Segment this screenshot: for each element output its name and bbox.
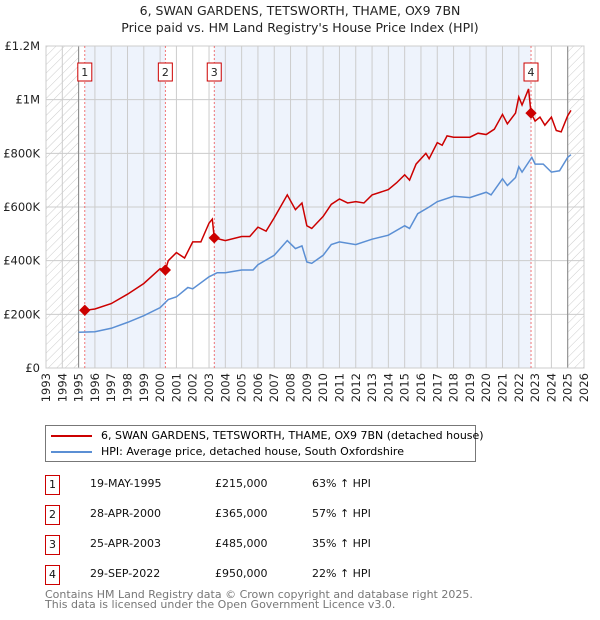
x-tick-label: 2024 xyxy=(544,373,558,402)
sale-label-box xyxy=(206,62,222,82)
sale-hpi-diff: 35% ↑ HPI xyxy=(312,537,371,550)
legend-label: HPI: Average price, detached house, Sout… xyxy=(101,445,404,458)
x-tick-label: 2002 xyxy=(186,373,200,402)
y-tick-label: £0 xyxy=(25,361,40,375)
x-tick-label: 2025 xyxy=(561,373,575,402)
sale-number: 2 xyxy=(45,505,60,525)
footer-line: This data is licensed under the Open Gov… xyxy=(45,598,396,611)
y-tick-label: £400K xyxy=(3,254,40,268)
x-tick-label: 2006 xyxy=(251,373,265,402)
y-tick-label: £600K xyxy=(3,200,40,214)
sale-hpi-diff: 63% ↑ HPI xyxy=(312,477,371,490)
x-tick-label: 2004 xyxy=(218,373,232,402)
sale-label: 3 xyxy=(211,66,218,79)
x-tick-label: 2003 xyxy=(202,373,216,402)
x-tick-label: 2022 xyxy=(512,373,526,402)
x-tick-label: 2019 xyxy=(463,373,477,402)
sale-price: £950,000 xyxy=(215,567,268,580)
sale-date: 29-SEP-2022 xyxy=(90,567,161,580)
footer-line: Contains HM Land Registry data © Crown c… xyxy=(45,588,473,601)
x-tick-label: 1994 xyxy=(55,373,69,402)
x-tick-label: 2001 xyxy=(169,373,183,402)
sale-point xyxy=(208,232,220,244)
sale-label: 1 xyxy=(81,66,88,79)
sale-date: 28-APR-2000 xyxy=(90,507,162,520)
line-chart: 1993 1994 1995 1996 1997 1998 1999 2000 2001 2002… xyxy=(3,39,591,402)
x-tick-label: 2013 xyxy=(365,373,379,402)
sale-date: 19-MAY-1995 xyxy=(90,477,162,490)
chart-subtitle: Price paid vs. HM Land Registry's House … xyxy=(121,20,479,35)
sale-label-box xyxy=(77,62,93,82)
x-tick-label: 1995 xyxy=(72,373,86,402)
sale-price: £365,000 xyxy=(215,507,268,520)
x-tick-label: 2016 xyxy=(414,373,428,402)
sale-label: 2 xyxy=(162,66,169,79)
x-tick-label: 2012 xyxy=(349,373,363,402)
x-tick-label: 2007 xyxy=(267,373,281,402)
sale-date: 25-APR-2003 xyxy=(90,537,162,550)
y-tick-label: £1.2M xyxy=(4,39,40,53)
plot-frame xyxy=(45,45,585,369)
x-tick-label: 1999 xyxy=(137,373,151,402)
sale-hpi-diff: 22% ↑ HPI xyxy=(312,567,371,580)
legend-label: 6, SWAN GARDENS, TETSWORTH, THAME, OX9 7… xyxy=(101,429,484,442)
y-tick-label: £800K xyxy=(3,146,40,160)
chart-legend: 6, SWAN GARDENS, TETSWORTH, THAME, OX9 7… xyxy=(45,425,484,462)
x-tick-label: 2021 xyxy=(495,373,509,402)
x-tick-label: 2020 xyxy=(479,373,493,402)
sale-price: £215,000 xyxy=(215,477,268,490)
sale-number: 1 xyxy=(45,475,60,495)
series-line xyxy=(78,154,572,334)
x-tick-label: 2000 xyxy=(153,373,167,402)
sale-price: £485,000 xyxy=(215,537,268,550)
sale-label-box xyxy=(523,62,539,82)
x-tick-label: 2009 xyxy=(300,373,314,402)
sale-point xyxy=(159,264,171,276)
chart-title: 6, SWAN GARDENS, TETSWORTH, THAME, OX9 7… xyxy=(139,3,461,18)
x-tick-label: 2017 xyxy=(430,373,444,402)
x-tick-label: 2026 xyxy=(577,373,591,402)
x-tick-label: 2011 xyxy=(332,373,346,402)
sale-number: 3 xyxy=(45,535,60,555)
x-tick-label: 1993 xyxy=(39,373,53,402)
footer: Contains HM Land Registry data © Crown c… xyxy=(45,588,473,611)
x-tick-label: 2023 xyxy=(528,373,542,402)
y-tick-label: £200K xyxy=(3,307,40,321)
x-tick-label: 2005 xyxy=(235,373,249,402)
x-tick-label: 1997 xyxy=(104,373,118,402)
x-tick-label: 2015 xyxy=(398,373,412,402)
x-tick-label: 1996 xyxy=(88,373,102,402)
x-tick-label: 2008 xyxy=(284,373,298,402)
x-tick-label: 2010 xyxy=(316,373,330,402)
sale-number: 4 xyxy=(45,565,60,585)
sale-label: 4 xyxy=(528,66,535,79)
series-line xyxy=(85,88,572,312)
sale-hpi-diff: 57% ↑ HPI xyxy=(312,507,371,520)
y-tick-label: £1M xyxy=(15,93,40,107)
sale-label-box xyxy=(157,62,173,82)
x-tick-label: 2014 xyxy=(381,373,395,402)
x-tick-label: 2018 xyxy=(447,373,461,402)
x-tick-label: 1998 xyxy=(121,373,135,402)
